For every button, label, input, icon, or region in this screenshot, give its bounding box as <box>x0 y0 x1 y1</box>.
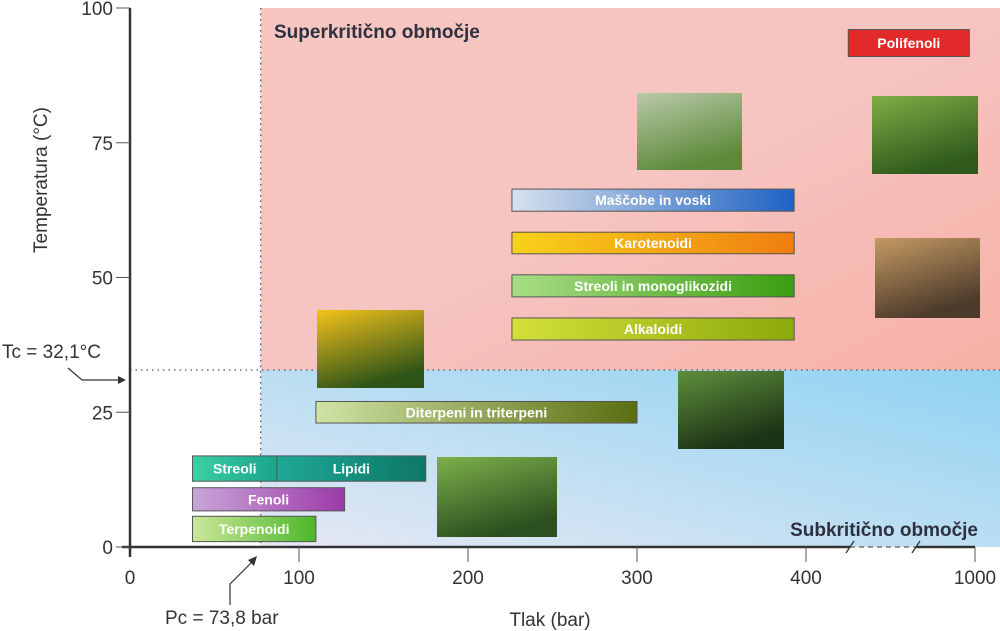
bar-streoli <box>192 455 278 482</box>
bar-label: Fenoli <box>248 491 289 507</box>
x-tick-label: 400 <box>790 568 822 589</box>
supercritical-region-label: Superkritično območje <box>274 22 480 43</box>
tc-arrow <box>67 367 118 381</box>
bar-label: Alkaloidi <box>624 321 682 337</box>
y-tick-label: 0 <box>102 538 113 559</box>
bar-label: Streoli <box>213 461 257 477</box>
y-tick-label: 25 <box>92 403 113 424</box>
y-axis-label: Temperatura (°C) <box>31 107 52 253</box>
wheat-photo <box>637 93 742 170</box>
bar-ma-obe-in-voski <box>511 188 795 212</box>
x-tick-label: 300 <box>621 568 653 589</box>
x-tick-label: 100 <box>283 568 315 589</box>
hops-photo <box>872 96 978 174</box>
bar-streoli-in-monoglikozidi <box>511 274 795 298</box>
tc-arrow-head <box>118 376 126 384</box>
bar-label: Diterpeni in triterpeni <box>406 404 548 420</box>
spruce-photo <box>678 371 784 449</box>
bar-label: Maščobe in voski <box>595 192 711 208</box>
pc-arrow <box>229 561 253 605</box>
y-tick-label: 75 <box>92 134 113 155</box>
bar-karotenoidi <box>511 231 795 255</box>
bar-lipidi <box>276 455 427 482</box>
bar-terpenoidi <box>192 515 317 543</box>
bar-label: Karotenoidi <box>614 235 692 251</box>
bar-label: Polifenoli <box>877 35 940 51</box>
axis-break-mark <box>911 540 921 554</box>
pc-arrow-head <box>248 556 257 566</box>
x-tick-label: 200 <box>452 568 484 589</box>
tc-label: Tc = 32,1°C <box>2 342 101 363</box>
cannabis-photo <box>437 457 557 537</box>
st-johns-wort-photo <box>317 310 424 388</box>
subcritical-region-label: Subkritično območje <box>790 520 978 541</box>
seeds-photo <box>875 238 980 318</box>
pc-label: Pc = 73,8 bar <box>165 608 279 629</box>
bar-label: Lipidi <box>333 461 370 477</box>
axis-break-mark <box>845 540 855 554</box>
bar-fenoli <box>192 487 346 512</box>
x-axis-label: Tlak (bar) <box>509 610 590 631</box>
bar-diterpeni-in-triterpeni <box>315 400 638 424</box>
x-tick-label: 0 <box>125 568 136 589</box>
x-tick-label: 1000 <box>954 568 996 589</box>
bar-polifenoli <box>847 29 970 58</box>
y-tick-label: 50 <box>92 269 113 290</box>
y-tick-label: 100 <box>81 0 113 20</box>
bar-alkaloidi <box>511 317 795 341</box>
bar-label: Streoli in monoglikozidi <box>574 278 732 294</box>
bar-label: Terpenoidi <box>219 521 290 537</box>
